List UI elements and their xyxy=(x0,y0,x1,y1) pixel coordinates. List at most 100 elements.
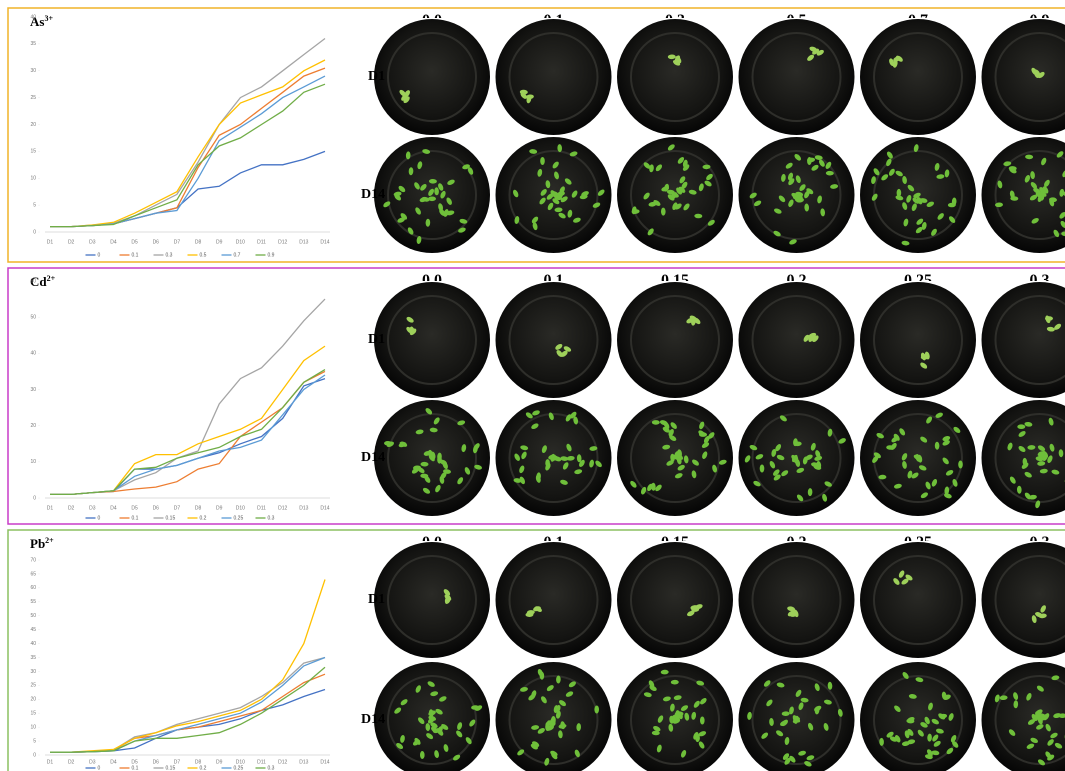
legend-label: 0.2 xyxy=(200,765,207,771)
y-tick-label: 10 xyxy=(30,459,36,465)
legend-label: 0.3 xyxy=(166,252,173,258)
x-tick-label: D2 xyxy=(68,239,75,245)
x-tick-label: D11 xyxy=(257,239,266,245)
x-tick-label: D6 xyxy=(153,505,160,511)
x-tick-label: D11 xyxy=(257,505,266,511)
y-tick-label: 35 xyxy=(30,655,36,661)
x-tick-label: D14 xyxy=(320,505,329,511)
x-tick-label: D13 xyxy=(299,239,308,245)
y-tick-label: 40 xyxy=(30,14,36,20)
legend-label: 0.1 xyxy=(132,515,139,521)
dish-photo xyxy=(617,19,733,135)
y-tick-label: 60 xyxy=(30,278,36,284)
dish-photo xyxy=(496,19,612,135)
legend-label: 0.1 xyxy=(132,765,139,771)
y-tick-label: 40 xyxy=(30,351,36,357)
x-tick-label: D3 xyxy=(89,505,96,511)
dish-photo xyxy=(739,282,855,398)
frond xyxy=(699,432,707,437)
row-label: D14 xyxy=(361,187,385,202)
x-tick-label: D9 xyxy=(216,759,223,765)
y-tick-label: 0 xyxy=(33,495,36,501)
y-tick-label: 60 xyxy=(30,585,36,591)
legend-label: 0.3 xyxy=(268,765,275,771)
y-tick-label: 30 xyxy=(30,68,36,74)
y-tick-label: 65 xyxy=(30,571,36,577)
y-tick-label: 30 xyxy=(30,669,36,675)
series-line xyxy=(50,667,325,752)
x-tick-label: D10 xyxy=(236,505,245,511)
legend-label: 0.1 xyxy=(132,252,139,258)
row-label: D1 xyxy=(368,332,385,347)
y-tick-label: 45 xyxy=(30,627,36,633)
x-tick-label: D5 xyxy=(131,505,138,511)
legend-label: 0.15 xyxy=(166,765,176,771)
x-tick-label: D1 xyxy=(47,239,54,245)
series-line xyxy=(50,76,325,227)
dish-photo xyxy=(860,19,976,135)
x-tick-label: D9 xyxy=(216,239,223,245)
x-tick-label: D13 xyxy=(299,505,308,511)
x-tick-label: D13 xyxy=(299,759,308,765)
x-tick-label: D4 xyxy=(110,239,117,245)
x-tick-label: D7 xyxy=(174,239,181,245)
series-line xyxy=(50,580,325,753)
x-tick-label: D12 xyxy=(278,759,287,765)
legend-label: 0.2 xyxy=(200,515,207,521)
x-tick-label: D9 xyxy=(216,505,223,511)
y-tick-label: 20 xyxy=(30,697,36,703)
x-tick-label: D2 xyxy=(68,759,75,765)
x-tick-label: D8 xyxy=(195,505,202,511)
dish-photo xyxy=(739,542,855,658)
x-tick-label: D6 xyxy=(153,759,160,765)
row-label: D1 xyxy=(368,592,385,607)
figure: As3+0510152025303540D1D2D3D4D5D6D7D8D9D1… xyxy=(0,0,1065,771)
frond xyxy=(594,706,599,714)
y-tick-label: 5 xyxy=(33,738,36,744)
y-tick-label: 30 xyxy=(30,387,36,393)
legend-label: 0.9 xyxy=(268,252,275,258)
x-tick-label: D12 xyxy=(278,505,287,511)
frond xyxy=(540,157,545,165)
y-tick-label: 25 xyxy=(30,95,36,101)
legend-label: 0 xyxy=(98,765,101,771)
legend-label: 0 xyxy=(98,252,101,258)
y-tick-label: 10 xyxy=(30,176,36,182)
x-tick-label: D1 xyxy=(47,759,54,765)
y-tick-label: 50 xyxy=(30,314,36,320)
y-tick-label: 40 xyxy=(30,641,36,647)
dish-photo xyxy=(374,542,490,658)
series-line xyxy=(50,379,325,495)
x-tick-label: D3 xyxy=(89,759,96,765)
dish-photo xyxy=(496,282,612,398)
y-tick-label: 25 xyxy=(30,683,36,689)
x-tick-label: D8 xyxy=(195,239,202,245)
frond xyxy=(428,197,436,202)
frond xyxy=(652,420,660,425)
y-tick-label: 50 xyxy=(30,613,36,619)
dish-photo xyxy=(617,542,733,658)
legend-label: 0.15 xyxy=(166,515,176,521)
dish-photo xyxy=(374,19,490,135)
y-tick-label: 10 xyxy=(30,724,36,730)
series-line xyxy=(50,84,325,226)
y-tick-label: 15 xyxy=(30,149,36,155)
series-line xyxy=(50,371,325,494)
x-tick-label: D6 xyxy=(153,239,160,245)
x-tick-label: D7 xyxy=(174,505,181,511)
legend-label: 0.5 xyxy=(200,252,207,258)
series-line xyxy=(50,299,325,494)
row-label: D1 xyxy=(368,69,385,84)
y-tick-label: 15 xyxy=(30,711,36,717)
title-element: Pb xyxy=(30,536,45,551)
x-tick-label: D4 xyxy=(110,759,117,765)
x-tick-label: D5 xyxy=(131,239,138,245)
title-superscript: 2+ xyxy=(45,536,54,545)
dish-photo xyxy=(617,282,733,398)
x-tick-label: D14 xyxy=(320,239,329,245)
frond xyxy=(760,465,765,473)
legend-label: 0.25 xyxy=(234,515,244,521)
row-label: D14 xyxy=(361,450,385,465)
y-tick-label: 70 xyxy=(30,557,36,563)
panel-title: Pb2+ xyxy=(30,536,54,551)
